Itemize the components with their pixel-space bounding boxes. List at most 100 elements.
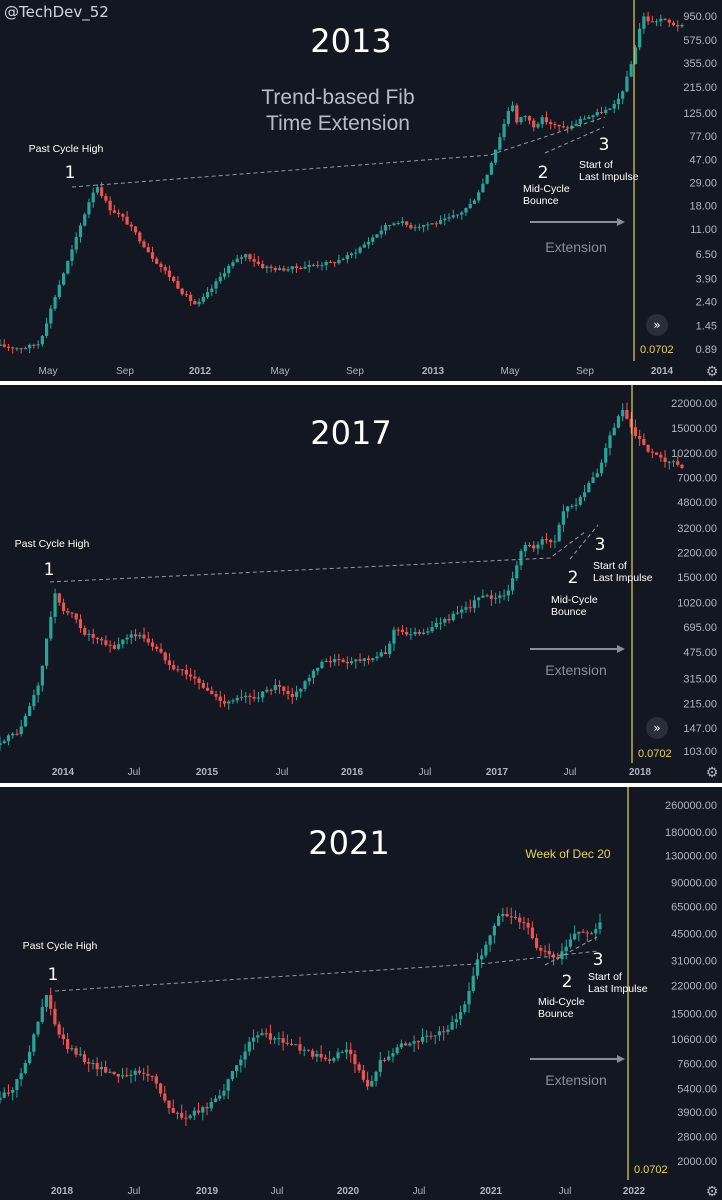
candle-body: [463, 1004, 467, 1013]
x-tick-label: 2017: [486, 767, 509, 778]
y-tick-label: 180000.00: [665, 827, 717, 839]
scroll-realtime-circle[interactable]: [646, 314, 668, 336]
candle-body: [172, 665, 176, 670]
candle-body: [57, 284, 61, 298]
candle-body: [294, 1044, 298, 1046]
candle-body: [32, 1034, 36, 1052]
candle-body: [49, 308, 53, 324]
candle-body: [430, 223, 434, 225]
candle-body: [15, 348, 19, 350]
candle-body: [383, 652, 388, 655]
candle-body: [66, 611, 70, 613]
candle-body: [6, 735, 11, 742]
annotation-number: 1: [44, 560, 55, 580]
candle-body: [467, 990, 471, 1005]
candle-body: [413, 632, 417, 635]
candle-body: [319, 1053, 323, 1058]
candle-body: [53, 593, 57, 617]
candle-body: [315, 1053, 319, 1057]
author-handle: @TechDev_52: [4, 3, 109, 21]
candle-body: [434, 223, 438, 225]
annotation-label: Past Cycle High: [15, 538, 90, 550]
candle-body: [316, 667, 320, 671]
x-tick-label: 2019: [196, 1186, 219, 1197]
candle-body: [417, 226, 421, 228]
candle-body: [344, 1049, 349, 1053]
candle-body: [61, 1034, 65, 1040]
y-tick-label: 2200.00: [677, 547, 717, 559]
candle-body: [561, 511, 565, 525]
candle-body: [349, 661, 354, 664]
candle-body: [523, 544, 527, 552]
candle-body: [61, 602, 66, 612]
candle-body: [379, 230, 383, 235]
candle-body: [172, 276, 176, 282]
candle-body: [290, 693, 294, 697]
candle-body: [589, 933, 594, 935]
chart-panel-2017: 22000.00 15000.00 10200.00 7000.00 4800.00 32…: [0, 385, 722, 783]
candle-body: [594, 929, 598, 934]
candle-body: [578, 497, 582, 505]
candle-body: [468, 203, 472, 208]
candle-body: [226, 1079, 230, 1091]
candle-body: [337, 659, 341, 661]
y-tick-label: 31000.00: [671, 956, 717, 968]
candle-body: [591, 115, 595, 118]
candle-body: [455, 612, 460, 614]
candle-body: [447, 618, 451, 621]
scroll-realtime-circle[interactable]: [646, 717, 668, 739]
candle-body: [289, 1043, 294, 1045]
candle-body: [100, 187, 104, 197]
candle-body: [501, 913, 505, 917]
candle-body: [676, 25, 680, 27]
candle-body: [70, 1048, 74, 1050]
chart-2017-svg: 22000.0015000.0010200.007000.004800.0032…: [0, 385, 718, 781]
annotation-number: 3: [595, 535, 606, 555]
double-chevron-right-icon[interactable]: »: [653, 721, 660, 735]
candle-body: [566, 127, 570, 129]
candle-body: [311, 1050, 315, 1057]
candle-body: [405, 221, 409, 225]
candle-body: [19, 726, 23, 735]
candle-body: [282, 268, 286, 271]
candle-body: [496, 916, 501, 926]
y-tick-label: 47.00: [689, 155, 717, 167]
candle-body: [650, 451, 654, 453]
candle-body: [251, 1037, 256, 1042]
candle-body: [638, 436, 642, 439]
candle-body: [333, 262, 337, 264]
candle-body: [659, 18, 663, 22]
candle-body: [227, 701, 231, 704]
scroll-realtime-button[interactable]: »: [646, 717, 668, 739]
candle-body: [324, 262, 328, 266]
annotation-number: 1: [65, 163, 76, 183]
x-tick-label: 2021: [480, 1186, 503, 1197]
candle-body: [167, 660, 172, 666]
candle-body: [36, 685, 40, 695]
chart-2013-svg: 950.00 575.00 355.00 215.00 125.00 77.00 47.00…: [0, 0, 718, 380]
candle-body: [184, 669, 188, 675]
annotation-label: Bounce: [551, 606, 587, 618]
y-tick-label: 260000.00: [665, 800, 717, 812]
candle-body: [222, 273, 227, 277]
candle-body: [146, 1073, 150, 1076]
candle-body: [244, 254, 248, 258]
y-tick-label: 1.45: [696, 321, 717, 333]
candle-body: [492, 925, 496, 936]
candle-body: [260, 1033, 264, 1036]
candle-body: [404, 1043, 408, 1046]
candle-body: [396, 223, 400, 225]
candle-body: [167, 270, 172, 277]
candle-body: [146, 247, 150, 253]
candle-body: [116, 1074, 120, 1077]
annotation-label: Last Impulse: [593, 572, 653, 584]
scroll-realtime-button[interactable]: »: [646, 314, 668, 336]
candle-body: [28, 706, 32, 716]
candle-body: [74, 236, 78, 250]
candle-body: [197, 678, 201, 683]
candle-body: [167, 1100, 171, 1109]
candle-body: [383, 225, 388, 231]
candle-body: [66, 260, 70, 274]
candle-body: [481, 595, 485, 598]
double-chevron-right-icon[interactable]: »: [653, 318, 660, 332]
